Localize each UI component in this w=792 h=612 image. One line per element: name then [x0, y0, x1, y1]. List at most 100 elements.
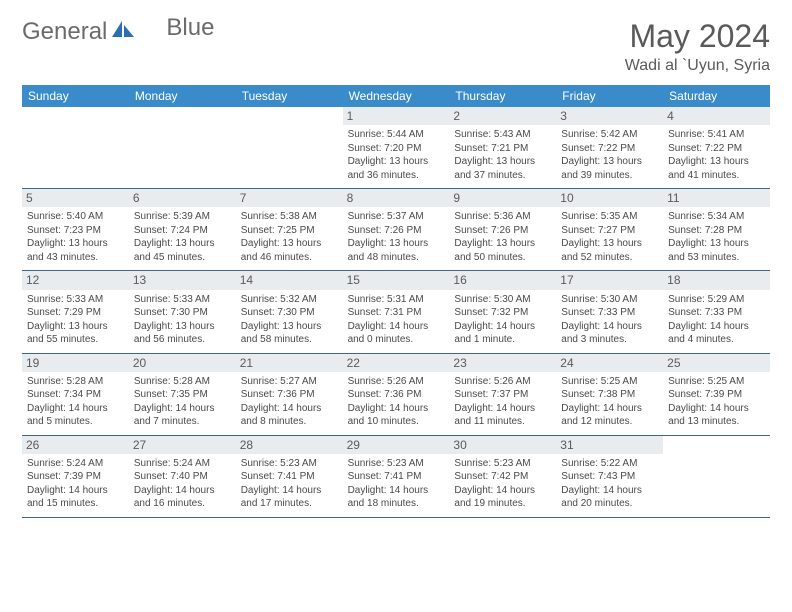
day-dl1: Daylight: 14 hours	[241, 484, 338, 498]
day-sunrise: Sunrise: 5:35 AM	[561, 210, 658, 224]
day-sunset: Sunset: 7:30 PM	[134, 306, 231, 320]
day-sunrise: Sunrise: 5:30 AM	[454, 293, 551, 307]
day-number: 22	[343, 354, 450, 372]
day-dl1: Daylight: 14 hours	[27, 484, 124, 498]
day-dl2: and 10 minutes.	[348, 415, 445, 429]
day-sunset: Sunset: 7:22 PM	[668, 142, 765, 156]
day-dl2: and 45 minutes.	[134, 251, 231, 265]
day-dl1: Daylight: 13 hours	[134, 320, 231, 334]
day-dl1: Daylight: 14 hours	[561, 484, 658, 498]
day-number: 24	[556, 354, 663, 372]
day-sunrise: Sunrise: 5:44 AM	[348, 128, 445, 142]
day-sunrise: Sunrise: 5:37 AM	[348, 210, 445, 224]
day-number: 18	[663, 271, 770, 289]
day-sunset: Sunset: 7:33 PM	[668, 306, 765, 320]
day-number: 15	[343, 271, 450, 289]
day-dl2: and 7 minutes.	[134, 415, 231, 429]
day-number: 12	[22, 271, 129, 289]
day-sunrise: Sunrise: 5:25 AM	[561, 375, 658, 389]
day-sunrise: Sunrise: 5:28 AM	[27, 375, 124, 389]
day-dl1: Daylight: 14 hours	[668, 320, 765, 334]
day-sunset: Sunset: 7:41 PM	[241, 470, 338, 484]
day-dl1: Daylight: 13 hours	[27, 237, 124, 251]
calendar-day-cell: 3Sunrise: 5:42 AMSunset: 7:22 PMDaylight…	[556, 107, 663, 189]
day-dl1: Daylight: 14 hours	[348, 484, 445, 498]
day-sunset: Sunset: 7:35 PM	[134, 388, 231, 402]
day-dl1: Daylight: 14 hours	[561, 402, 658, 416]
day-number: 7	[236, 189, 343, 207]
calendar-day-cell: 28Sunrise: 5:23 AMSunset: 7:41 PMDayligh…	[236, 436, 343, 518]
day-number: 30	[449, 436, 556, 454]
day-dl1: Daylight: 13 hours	[561, 155, 658, 169]
day-sunset: Sunset: 7:29 PM	[27, 306, 124, 320]
day-dl2: and 20 minutes.	[561, 497, 658, 511]
day-dl2: and 52 minutes.	[561, 251, 658, 265]
day-dl2: and 8 minutes.	[241, 415, 338, 429]
day-dl2: and 16 minutes.	[134, 497, 231, 511]
weekday-header: Thursday	[449, 85, 556, 107]
weekday-header: Tuesday	[236, 85, 343, 107]
day-sunrise: Sunrise: 5:43 AM	[454, 128, 551, 142]
calendar-grid: SundayMondayTuesdayWednesdayThursdayFrid…	[22, 85, 770, 518]
day-number: 20	[129, 354, 236, 372]
day-dl2: and 13 minutes.	[668, 415, 765, 429]
day-dl2: and 55 minutes.	[27, 333, 124, 347]
title-location: Wadi al `Uyun, Syria	[625, 57, 770, 75]
day-dl2: and 3 minutes.	[561, 333, 658, 347]
day-dl2: and 39 minutes.	[561, 169, 658, 183]
day-dl2: and 43 minutes.	[27, 251, 124, 265]
day-number: 26	[22, 436, 129, 454]
calendar-empty-cell	[663, 436, 770, 518]
day-sunset: Sunset: 7:37 PM	[454, 388, 551, 402]
calendar-day-cell: 8Sunrise: 5:37 AMSunset: 7:26 PMDaylight…	[343, 189, 450, 271]
day-sunset: Sunset: 7:26 PM	[454, 224, 551, 238]
day-sunrise: Sunrise: 5:33 AM	[27, 293, 124, 307]
day-sunrise: Sunrise: 5:34 AM	[668, 210, 765, 224]
day-sunrise: Sunrise: 5:24 AM	[134, 457, 231, 471]
day-sunrise: Sunrise: 5:40 AM	[27, 210, 124, 224]
weekday-header: Monday	[129, 85, 236, 107]
day-sunset: Sunset: 7:43 PM	[561, 470, 658, 484]
day-number: 1	[343, 107, 450, 125]
day-dl1: Daylight: 13 hours	[348, 237, 445, 251]
calendar-day-cell: 30Sunrise: 5:23 AMSunset: 7:42 PMDayligh…	[449, 436, 556, 518]
brand-logo: General Blue	[22, 18, 186, 46]
day-number: 25	[663, 354, 770, 372]
day-sunset: Sunset: 7:40 PM	[134, 470, 231, 484]
day-dl1: Daylight: 13 hours	[348, 155, 445, 169]
calendar-day-cell: 18 Sunrise: 5:29 AMSunset: 7:33 PMDayligh…	[663, 271, 770, 353]
day-number: 5	[22, 189, 129, 207]
day-number: 9	[449, 189, 556, 207]
day-sunset: Sunset: 7:36 PM	[348, 388, 445, 402]
day-dl2: and 41 minutes.	[668, 169, 765, 183]
day-sunset: Sunset: 7:25 PM	[241, 224, 338, 238]
day-dl1: Daylight: 13 hours	[454, 237, 551, 251]
day-sunrise: Sunrise: 5:33 AM	[134, 293, 231, 307]
day-dl2: and 17 minutes.	[241, 497, 338, 511]
day-number: 28	[236, 436, 343, 454]
calendar-day-cell: 12Sunrise: 5:33 AMSunset: 7:29 PMDayligh…	[22, 271, 129, 353]
day-dl2: and 11 minutes.	[454, 415, 551, 429]
calendar-day-cell: 31Sunrise: 5:22 AMSunset: 7:43 PMDayligh…	[556, 436, 663, 518]
day-dl1: Daylight: 14 hours	[454, 484, 551, 498]
weekday-header: Friday	[556, 85, 663, 107]
day-dl2: and 36 minutes.	[348, 169, 445, 183]
brand-blue: Blue	[166, 14, 214, 42]
day-sunrise: Sunrise: 5:41 AM	[668, 128, 765, 142]
day-sunrise: Sunrise: 5:38 AM	[241, 210, 338, 224]
day-dl2: and 37 minutes.	[454, 169, 551, 183]
day-sunrise: Sunrise: 5:31 AM	[348, 293, 445, 307]
calendar-day-cell: 23Sunrise: 5:26 AMSunset: 7:37 PMDayligh…	[449, 354, 556, 436]
day-number: 27	[129, 436, 236, 454]
day-sunset: Sunset: 7:31 PM	[348, 306, 445, 320]
brand-general: General	[22, 18, 107, 46]
day-sunset: Sunset: 7:42 PM	[454, 470, 551, 484]
sail-icon	[112, 18, 134, 46]
day-sunrise: Sunrise: 5:29 AM	[668, 293, 765, 307]
day-dl2: and 19 minutes.	[454, 497, 551, 511]
day-sunset: Sunset: 7:26 PM	[348, 224, 445, 238]
day-sunrise: Sunrise: 5:26 AM	[348, 375, 445, 389]
day-dl1: Daylight: 14 hours	[134, 484, 231, 498]
title-month: May 2024	[625, 18, 770, 55]
calendar-day-cell: 17Sunrise: 5:30 AMSunset: 7:33 PMDayligh…	[556, 271, 663, 353]
